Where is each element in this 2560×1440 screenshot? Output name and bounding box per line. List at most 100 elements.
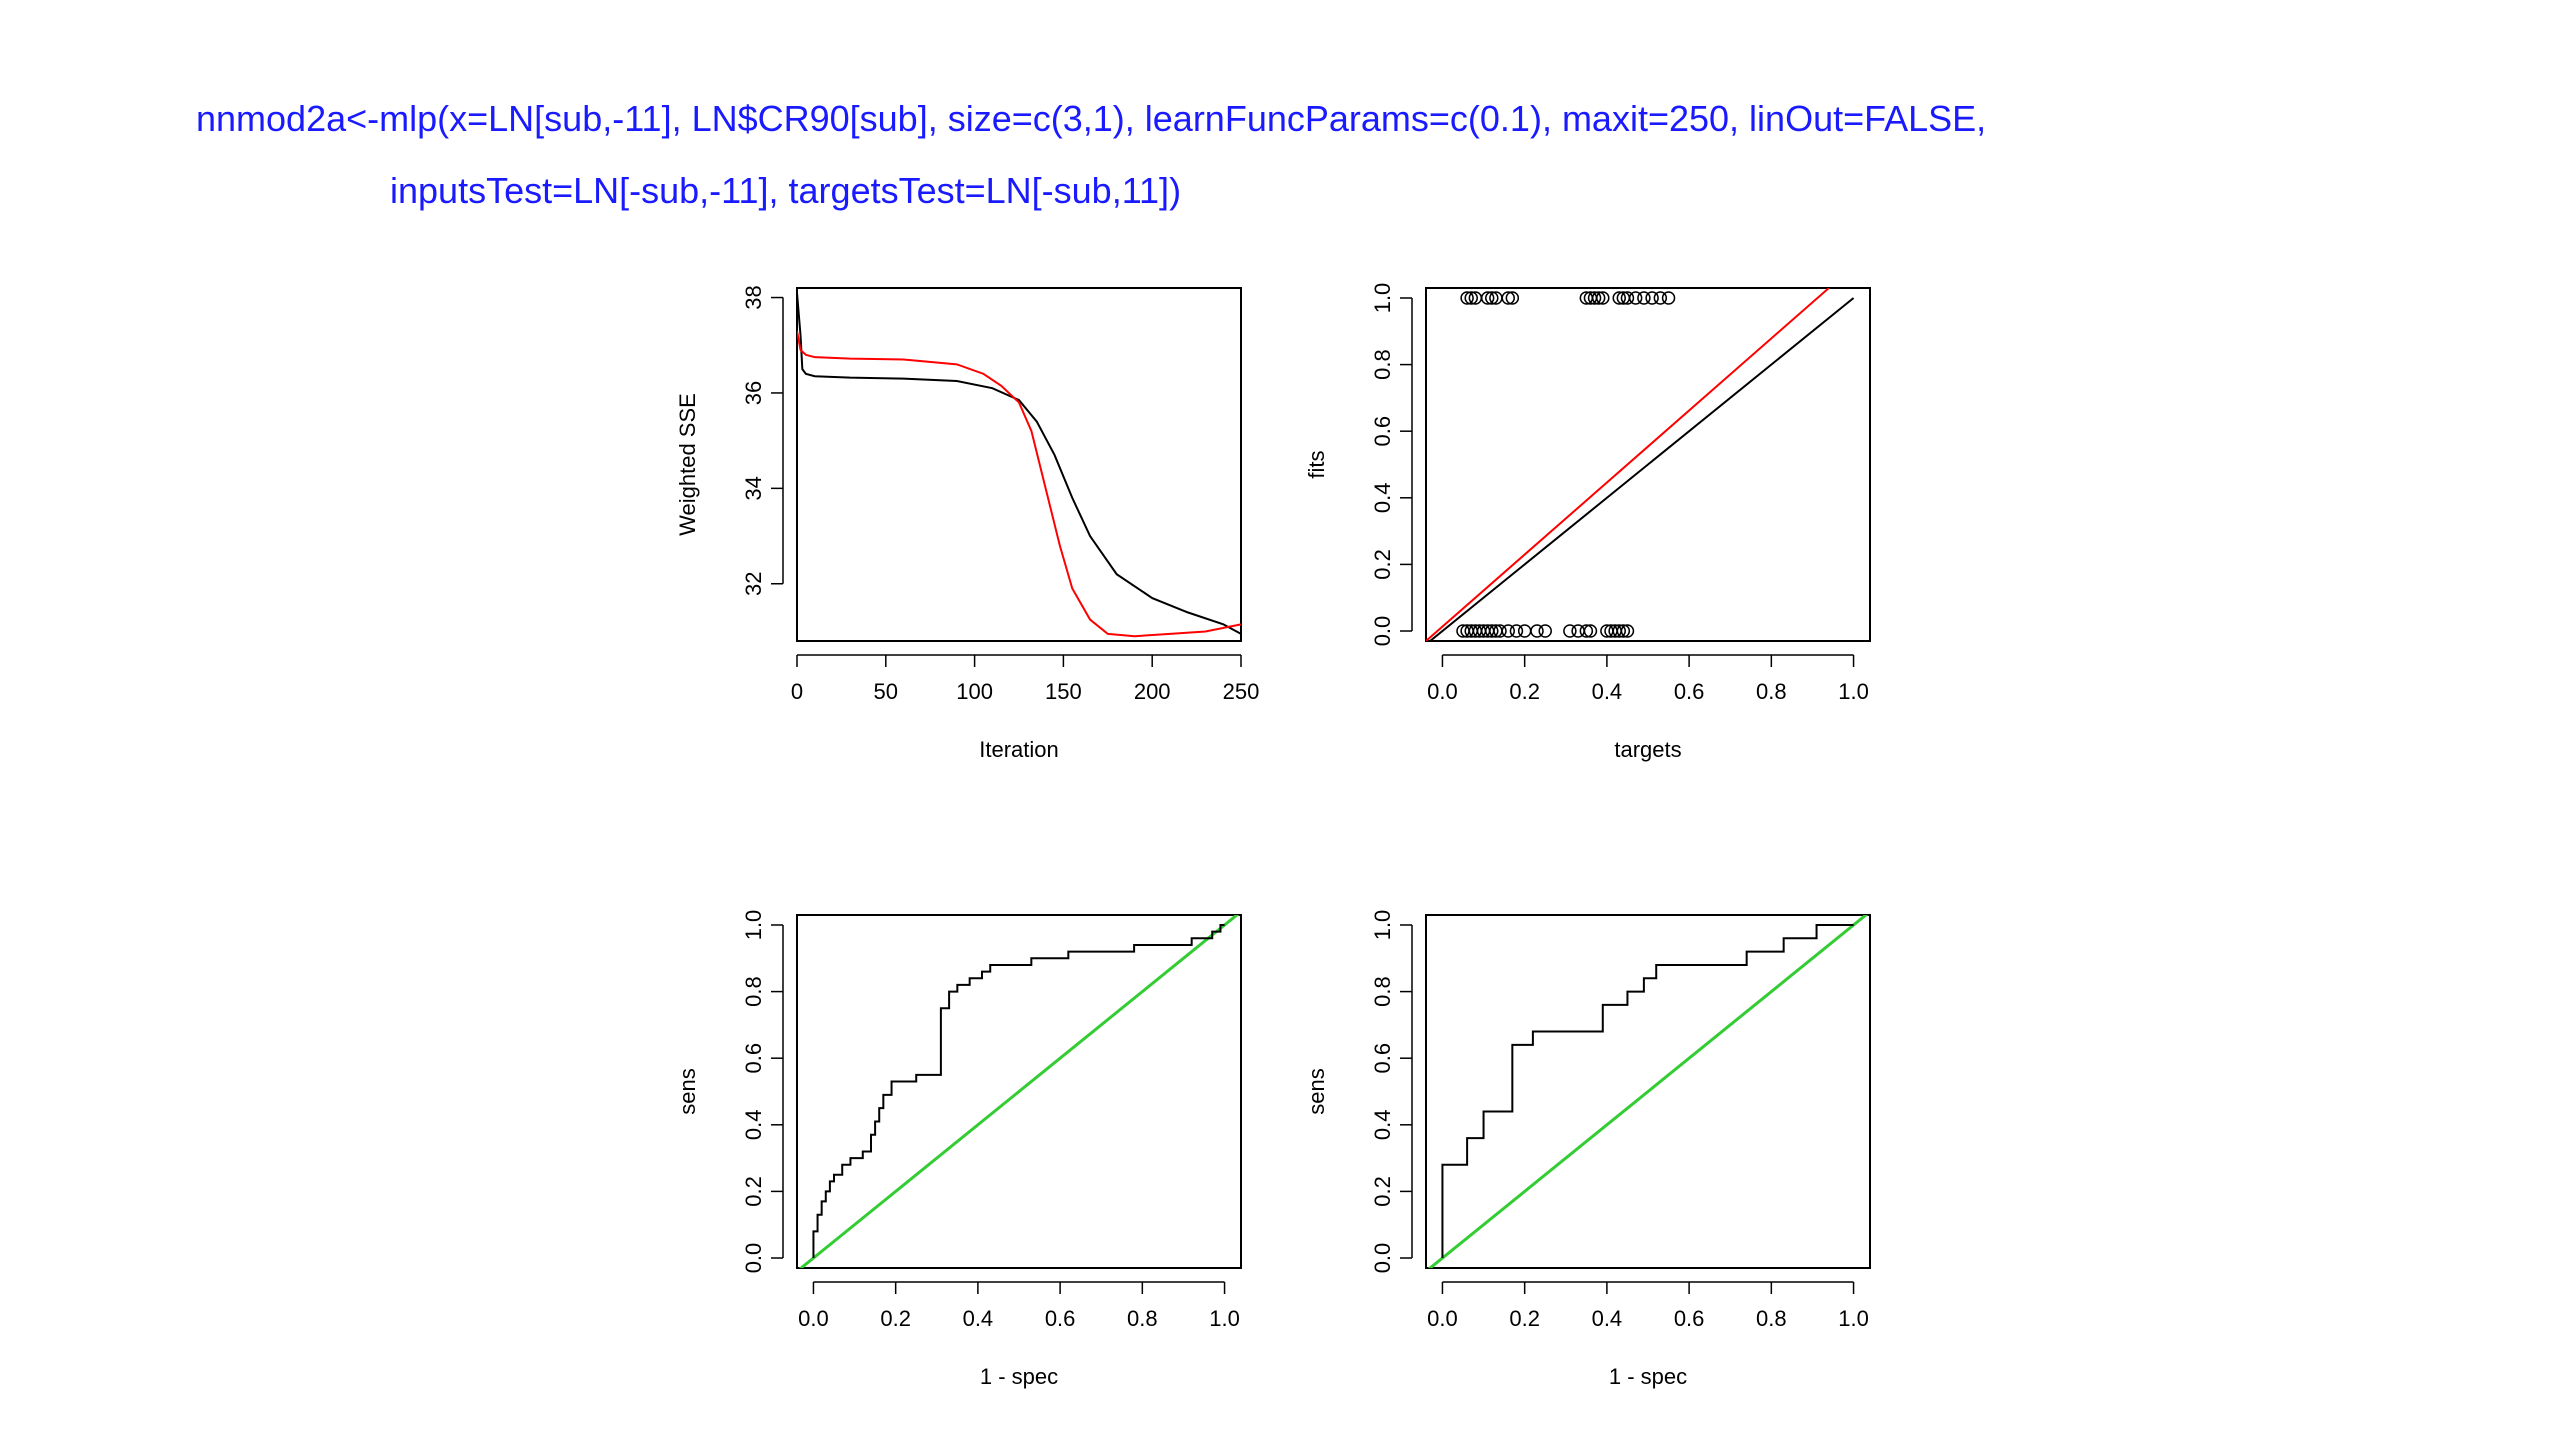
series-line-test bbox=[797, 330, 1241, 638]
scatter-point bbox=[1583, 624, 1598, 638]
plot-area bbox=[798, 915, 1240, 1268]
x-axis-label: 1 - spec bbox=[980, 1364, 1058, 1389]
x-tick-label: 50 bbox=[874, 679, 898, 704]
y-axis-label: sens bbox=[1304, 1068, 1329, 1114]
y-tick-label: 0.8 bbox=[1370, 349, 1395, 380]
scatter-point bbox=[1637, 291, 1651, 305]
x-tick-label: 0.2 bbox=[880, 1306, 911, 1331]
scatter-point bbox=[1591, 291, 1606, 305]
x-tick-label: 0.2 bbox=[1509, 1306, 1540, 1331]
y-axis-label: Weighted SSE bbox=[675, 393, 700, 536]
roc-curve bbox=[812, 923, 1225, 1259]
plot-frame bbox=[1425, 287, 1871, 642]
scatter-point bbox=[1596, 291, 1610, 305]
x-tick-label: 0.4 bbox=[1592, 1306, 1623, 1331]
chance-diagonal-line bbox=[1427, 915, 1869, 1268]
x-axis-label: targets bbox=[1614, 737, 1681, 762]
scatter-point bbox=[1653, 291, 1668, 305]
y-axis-label: fits bbox=[1304, 450, 1329, 478]
scatter-point bbox=[1530, 624, 1544, 638]
scatter-point bbox=[1612, 291, 1626, 305]
x-tick-label: 0.8 bbox=[1756, 679, 1787, 704]
code-line-1: nnmod2a<-mlp(x=LN[sub,-11], LN$CR90[sub]… bbox=[196, 98, 1987, 139]
y-tick-label: 0.4 bbox=[1370, 483, 1395, 514]
scatter-point bbox=[1485, 624, 1499, 638]
x-tick-label: 100 bbox=[956, 679, 993, 704]
y-tick-label: 0.0 bbox=[741, 1243, 766, 1274]
plot-frame bbox=[796, 914, 1242, 1269]
x-tick-label: 250 bbox=[1223, 679, 1260, 704]
y-axis-label: sens bbox=[675, 1068, 700, 1114]
scatter-point bbox=[1616, 624, 1631, 638]
y-tick-label: 0.0 bbox=[1370, 1243, 1395, 1274]
x-tick-label: 0.4 bbox=[963, 1306, 994, 1331]
scatter-point bbox=[1509, 624, 1524, 638]
x-tick-label: 0.4 bbox=[1592, 679, 1623, 704]
scatter-point bbox=[1501, 291, 1515, 305]
x-tick-label: 0 bbox=[791, 679, 803, 704]
scatter-point bbox=[1563, 624, 1577, 638]
chart-panel-1: 0 50 100 150 200 250 32 34 36 38 Iteration Weighted… bbox=[675, 285, 1259, 762]
y-tick-label: 1.0 bbox=[1370, 910, 1395, 941]
y-tick-label: 0.8 bbox=[741, 976, 766, 1007]
x-tick-label: 0.6 bbox=[1674, 679, 1705, 704]
x-tick-label: 0.0 bbox=[1427, 1306, 1458, 1331]
x-tick-label: 0.8 bbox=[1127, 1306, 1158, 1331]
y-tick-label: 36 bbox=[741, 381, 766, 405]
y-tick-label: 34 bbox=[741, 476, 766, 500]
y-tick-label: 0.2 bbox=[1370, 1176, 1395, 1207]
scatter-point bbox=[1579, 624, 1594, 638]
code-line-2: inputsTest=LN[-sub,-11], targetsTest=LN[… bbox=[390, 170, 1182, 211]
y-tick-label: 0.6 bbox=[1370, 416, 1395, 447]
x-axis-label: 1 - spec bbox=[1609, 1364, 1687, 1389]
x-tick-label: 0.0 bbox=[798, 1306, 829, 1331]
scatter-point bbox=[1628, 291, 1643, 305]
plot-area bbox=[1426, 288, 1855, 641]
y-tick-label: 0.0 bbox=[1370, 616, 1395, 647]
scatter-point bbox=[1661, 291, 1676, 305]
y-tick-label: 0.6 bbox=[1370, 1043, 1395, 1074]
x-axis-label: Iteration bbox=[979, 737, 1059, 762]
scatter-point bbox=[1587, 291, 1602, 305]
scatter-point bbox=[1620, 624, 1635, 638]
scatter-point bbox=[1538, 624, 1552, 638]
roc-curve bbox=[1441, 923, 1854, 1259]
fit-line bbox=[1426, 288, 1830, 641]
scatter-point bbox=[1620, 291, 1635, 305]
x-tick-label: 150 bbox=[1045, 679, 1082, 704]
y-tick-label: 0.4 bbox=[741, 1110, 766, 1141]
scatter-point bbox=[1612, 624, 1626, 638]
scatter-point bbox=[1493, 624, 1507, 638]
y-tick-label: 0.4 bbox=[1370, 1110, 1395, 1141]
y-tick-label: 1.0 bbox=[1370, 283, 1395, 314]
x-tick-label: 1.0 bbox=[1838, 679, 1869, 704]
scatter-point bbox=[1505, 291, 1520, 305]
scatter-point bbox=[1460, 291, 1474, 305]
chance-diagonal-line bbox=[798, 915, 1240, 1268]
x-tick-label: 0.2 bbox=[1509, 679, 1540, 704]
scatter-point bbox=[1480, 291, 1495, 305]
scatter-point bbox=[1517, 624, 1532, 638]
x-tick-label: 1.0 bbox=[1838, 1306, 1869, 1331]
plot-frame bbox=[1425, 914, 1871, 1269]
y-tick-label: 1.0 bbox=[741, 910, 766, 941]
y-tick-label: 32 bbox=[741, 572, 766, 596]
scatter-point bbox=[1464, 291, 1478, 305]
x-tick-label: 0.0 bbox=[1427, 679, 1458, 704]
scatter-point bbox=[1485, 291, 1499, 305]
chart-panel-4: 0.0 0.2 0.4 0.6 0.8 1.0 0.0 0.2 0.4 0.6 0.8 1.0 1 - … bbox=[1304, 910, 1871, 1389]
identity-line bbox=[1428, 297, 1855, 641]
scatter-point bbox=[1645, 291, 1659, 305]
code-block: nnmod2a<-mlp(x=LN[sub,-11], LN$CR90[sub]… bbox=[0, 0, 2560, 211]
series-line-train bbox=[797, 292, 1241, 635]
scatter-point bbox=[1501, 624, 1515, 638]
x-tick-label: 1.0 bbox=[1209, 1306, 1240, 1331]
chart-panel-2: 0.0 0.2 0.4 0.6 0.8 1.0 0.0 0.2 0.4 0.6 0.8 1.0 targ… bbox=[1304, 283, 1871, 762]
plot-area bbox=[797, 292, 1241, 638]
plot-area bbox=[1427, 915, 1869, 1268]
y-tick-label: 0.2 bbox=[1370, 549, 1395, 580]
y-tick-label: 0.6 bbox=[741, 1043, 766, 1074]
x-tick-label: 0.8 bbox=[1756, 1306, 1787, 1331]
x-tick-label: 200 bbox=[1134, 679, 1171, 704]
